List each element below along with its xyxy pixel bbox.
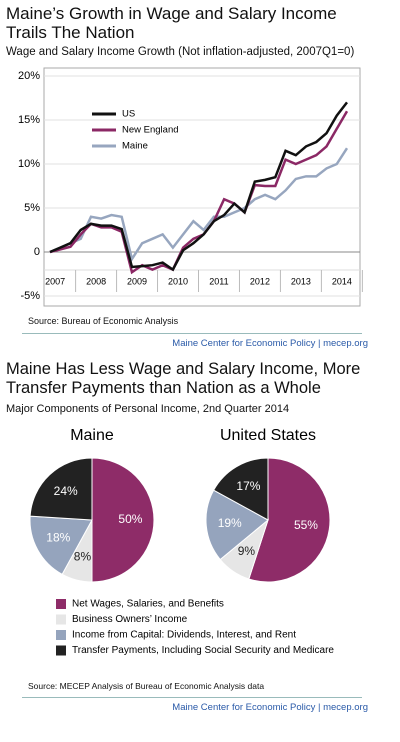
pie-charts: Maine 50% 8% 18% 24% Net Wages, Salaries, and… xyxy=(29,427,334,656)
series-line xyxy=(49,147,349,263)
legend-swatch xyxy=(56,645,66,656)
pie-slice xyxy=(248,457,331,583)
slice-label: 19% xyxy=(218,516,242,530)
divider xyxy=(22,697,362,698)
slice-label: 18% xyxy=(46,531,70,545)
pie-slice xyxy=(29,457,93,521)
y-tick-label: 0 xyxy=(34,246,40,258)
plot-frame xyxy=(43,67,361,307)
source: Source: MECEP Analysis of Bureau of Econ… xyxy=(28,681,265,691)
pie-slice xyxy=(91,457,155,583)
pie-slice xyxy=(205,489,269,561)
slice-label: 50% xyxy=(118,512,142,526)
y-tick-label: 5% xyxy=(24,202,40,214)
legend-swatch xyxy=(56,614,66,625)
x-tick-label: 2013 xyxy=(291,276,311,286)
chart-title: Maine’s Growth in Wage and Salary Income… xyxy=(6,4,337,42)
pie-slice xyxy=(212,457,269,521)
y-tick-label: -5% xyxy=(20,290,40,302)
legend-swatch xyxy=(56,599,66,609)
series-line xyxy=(49,110,349,275)
line-chart: -5% 0 5% 10% 15% 20% 2007 2008 2009 2010 2011 2012 2… xyxy=(18,67,363,307)
chart-subtitle: Wage and Salary Income Growth (Not infla… xyxy=(6,46,355,58)
legend-label: Transfer Payments, Including Social Secu… xyxy=(72,645,334,656)
legend-label: New England xyxy=(122,125,179,136)
slice-label: 17% xyxy=(236,479,260,493)
source: Source: Bureau of Economic Analysis xyxy=(28,316,179,326)
slice-label: 8% xyxy=(74,549,92,563)
legend-label: Net Wages, Salaries, and Benefits xyxy=(72,599,224,610)
footer: Maine Center for Economic Policy | mecep… xyxy=(172,338,368,349)
legend-label: US xyxy=(122,109,135,120)
x-tick-label: 2007 xyxy=(45,276,65,286)
section-subtitle: Major Components of Personal Income, 2nd… xyxy=(6,403,290,415)
x-tick-label: 2012 xyxy=(250,276,270,286)
legend-label: Business Owners’ Income xyxy=(72,614,188,625)
x-tick-label: 2011 xyxy=(209,276,228,286)
legend-label: Income from Capital: Dividends, Interest… xyxy=(72,630,296,641)
series-line xyxy=(49,101,348,272)
x-tick-label: 2008 xyxy=(86,276,106,286)
y-tick-label: 10% xyxy=(18,158,40,170)
slice-label: 55% xyxy=(294,518,318,532)
footer: Maine Center for Economic Policy | mecep… xyxy=(172,702,368,713)
section-title: Maine Has Less Wage and Salary Income, M… xyxy=(6,360,361,397)
divider xyxy=(22,333,362,334)
pie-title: Maine xyxy=(70,427,114,444)
x-tick-label: 2014 xyxy=(332,276,352,286)
legend-swatch xyxy=(56,630,66,640)
pie-title: United States xyxy=(220,427,316,444)
legend-label: Maine xyxy=(122,141,148,152)
x-tick-label: 2009 xyxy=(127,276,147,286)
y-tick-label: 20% xyxy=(18,70,40,82)
y-tick-label: 15% xyxy=(18,114,40,126)
pie-slice xyxy=(29,515,93,576)
x-tick-label: 2010 xyxy=(168,276,188,286)
slice-label: 9% xyxy=(238,544,256,558)
slice-label: 24% xyxy=(54,484,78,498)
